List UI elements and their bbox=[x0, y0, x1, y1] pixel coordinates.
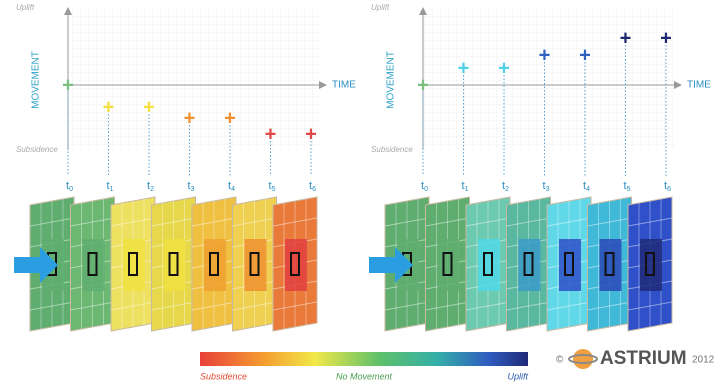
time-label: t5 bbox=[624, 180, 631, 193]
time-label: t3 bbox=[188, 180, 195, 193]
time-plus: + bbox=[143, 96, 155, 118]
frame bbox=[588, 197, 632, 331]
axis-top: Uplift bbox=[371, 3, 390, 12]
frame-core bbox=[164, 239, 186, 291]
time-plus: + bbox=[62, 74, 74, 96]
frame-core bbox=[600, 239, 622, 291]
frame bbox=[71, 197, 115, 331]
time-label: t6 bbox=[664, 180, 671, 193]
time-index: 1 bbox=[110, 186, 114, 193]
axis-bottom: Subsidence bbox=[16, 145, 58, 154]
logo-year: 2012 bbox=[692, 355, 715, 366]
copyright: © bbox=[556, 355, 564, 366]
time-plus: + bbox=[184, 107, 196, 129]
time-label: t1 bbox=[107, 180, 114, 193]
legend-left: Subsidence bbox=[200, 371, 247, 381]
frame bbox=[233, 197, 277, 331]
time-plus: + bbox=[417, 74, 429, 96]
color-scale bbox=[200, 352, 528, 366]
time-index: 5 bbox=[627, 186, 631, 193]
time-index: 6 bbox=[312, 186, 316, 193]
axis-bottom: Subsidence bbox=[371, 145, 413, 154]
frame bbox=[426, 197, 470, 331]
y-axis-label: MOVEMENT bbox=[31, 51, 42, 109]
time-plus: + bbox=[579, 44, 591, 66]
frame bbox=[192, 197, 236, 331]
y-axis-label: MOVEMENT bbox=[386, 51, 397, 109]
time-plus: + bbox=[620, 27, 632, 49]
x-axis-label: TIME bbox=[332, 80, 356, 91]
time-plus: + bbox=[498, 57, 510, 79]
time-label: t4 bbox=[583, 180, 590, 193]
frame-core bbox=[640, 239, 662, 291]
time-index: 4 bbox=[231, 186, 235, 193]
frame-core bbox=[245, 239, 267, 291]
time-label: t1 bbox=[462, 180, 469, 193]
frame bbox=[152, 197, 196, 331]
logo-mark bbox=[573, 349, 593, 369]
time-label: t2 bbox=[147, 180, 154, 193]
time-index: 2 bbox=[150, 186, 154, 193]
time-label: t6 bbox=[309, 180, 316, 193]
time-plus: + bbox=[539, 44, 551, 66]
frame bbox=[273, 197, 317, 331]
frame-core bbox=[83, 239, 105, 291]
time-label: t0 bbox=[66, 180, 73, 193]
frame-core bbox=[204, 239, 226, 291]
time-plus: + bbox=[224, 107, 236, 129]
time-plus: + bbox=[103, 96, 115, 118]
time-index: 3 bbox=[546, 186, 550, 193]
frame bbox=[628, 197, 672, 331]
x-axis-label: TIME bbox=[687, 80, 711, 91]
legend-middle: No Movement bbox=[336, 371, 393, 381]
frame-core bbox=[559, 239, 581, 291]
time-index: 3 bbox=[191, 186, 195, 193]
time-plus: + bbox=[660, 27, 672, 49]
frame-core bbox=[438, 239, 460, 291]
time-label: t0 bbox=[421, 180, 428, 193]
frame-core bbox=[123, 239, 145, 291]
frame-core bbox=[478, 239, 500, 291]
axis-top: Uplift bbox=[16, 3, 35, 12]
time-index: 6 bbox=[667, 186, 671, 193]
frame bbox=[466, 197, 510, 331]
time-plus: + bbox=[458, 57, 470, 79]
time-label: t4 bbox=[228, 180, 235, 193]
diagram: Subsidence No Movement Uplift © ASTRIUM … bbox=[0, 0, 724, 387]
time-label: t5 bbox=[269, 180, 276, 193]
time-index: 2 bbox=[505, 186, 509, 193]
time-plus: + bbox=[305, 123, 317, 145]
time-index: 1 bbox=[465, 186, 469, 193]
time-index: 5 bbox=[272, 186, 276, 193]
frame bbox=[507, 197, 551, 331]
time-label: t2 bbox=[502, 180, 509, 193]
time-plus: + bbox=[265, 123, 277, 145]
time-index: 0 bbox=[424, 186, 428, 193]
logo-name: ASTRIUM bbox=[600, 348, 687, 369]
frame-core bbox=[519, 239, 541, 291]
frame-core bbox=[285, 239, 307, 291]
frame bbox=[547, 197, 591, 331]
time-label: t3 bbox=[543, 180, 550, 193]
frame bbox=[111, 197, 155, 331]
legend-right: Uplift bbox=[507, 371, 528, 381]
grid bbox=[423, 10, 675, 150]
time-index: 4 bbox=[586, 186, 590, 193]
time-index: 0 bbox=[69, 186, 73, 193]
